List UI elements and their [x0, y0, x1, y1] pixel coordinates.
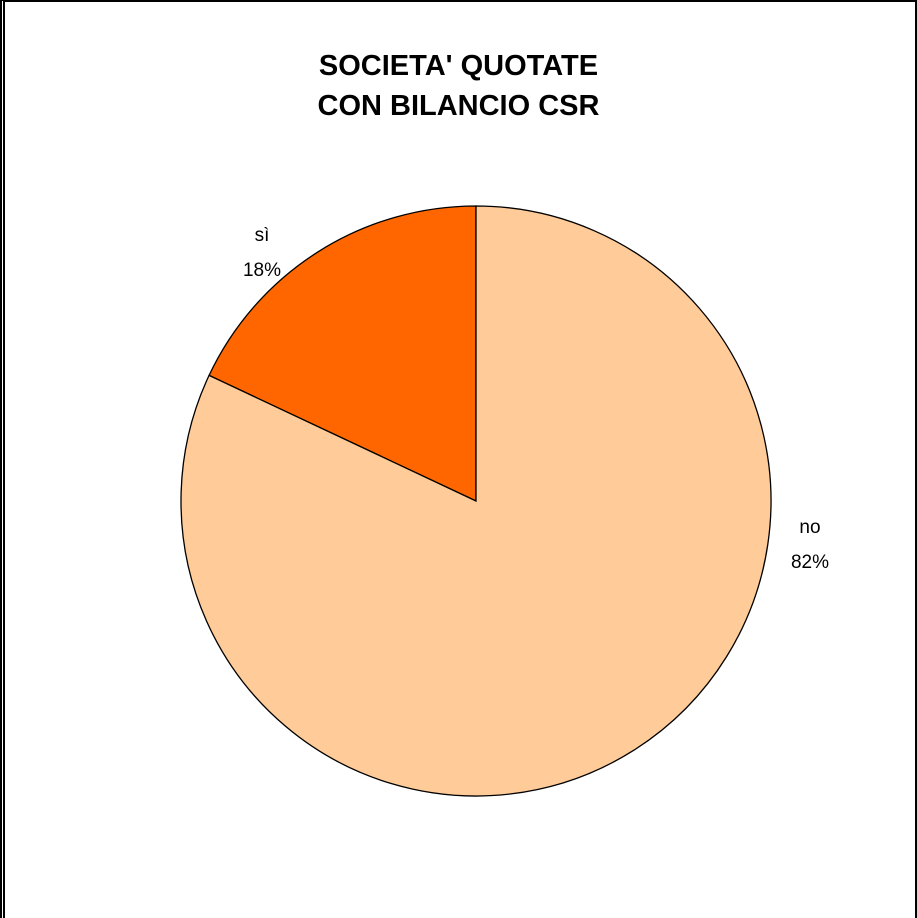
- pie-slice-no: [180, 205, 772, 797]
- chart-title-line-2: CON BILANCIO CSR: [317, 90, 600, 122]
- slice-value-label-si: 18%: [243, 260, 281, 281]
- pie-slice-si: [208, 205, 477, 503]
- slice-label-si: sì: [255, 225, 270, 246]
- slice-label-no: no: [799, 517, 820, 538]
- slice-value-label-no: 82%: [791, 552, 829, 573]
- chart-title-line-1: SOCIETA' QUOTATE: [318, 50, 599, 82]
